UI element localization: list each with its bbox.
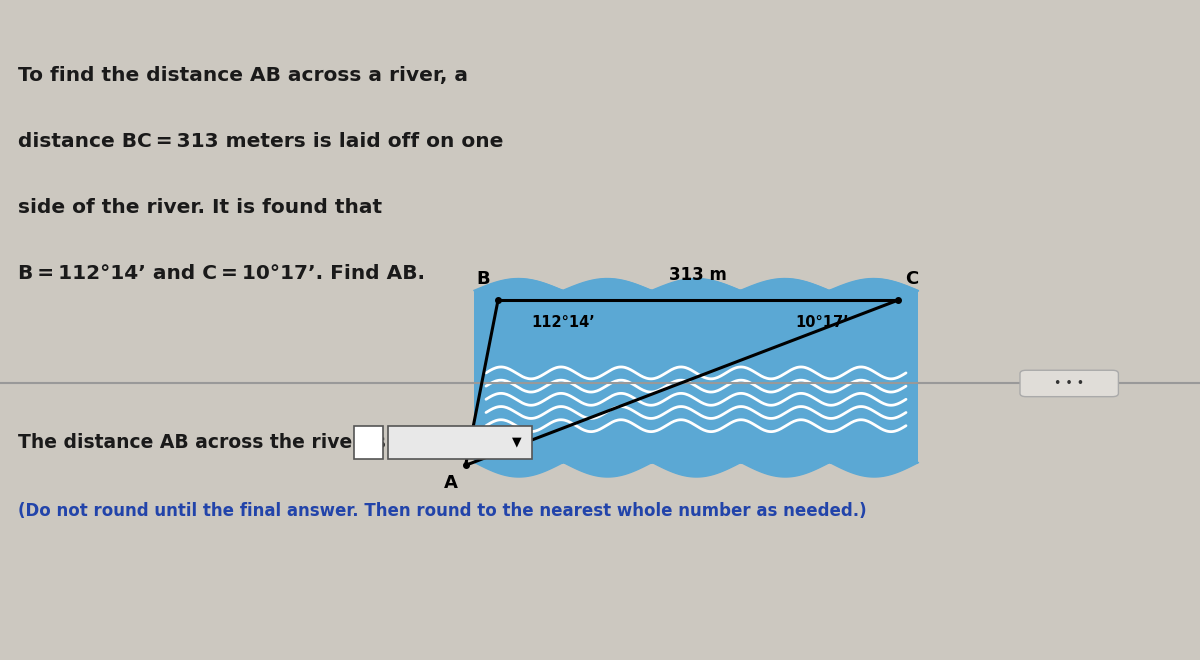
- Bar: [0, 383, 1200, 660]
- Text: The distance AB across the river is: The distance AB across the river is: [18, 433, 385, 451]
- Bar: [388, 426, 532, 459]
- Bar: [474, 290, 918, 462]
- Text: C: C: [905, 270, 919, 288]
- Text: 10°17’: 10°17’: [796, 315, 850, 330]
- Text: A: A: [444, 475, 458, 492]
- Text: (Do not round until the final answer. Then round to the nearest whole number as : (Do not round until the final answer. Th…: [18, 502, 866, 519]
- Text: ▼: ▼: [512, 436, 522, 449]
- Bar: [0, 0, 1200, 383]
- Text: To find the distance AB across a river, a: To find the distance AB across a river, …: [18, 66, 468, 85]
- Text: 112°14’: 112°14’: [532, 315, 595, 330]
- Bar: [354, 426, 383, 459]
- Text: • • •: • • •: [1054, 377, 1085, 390]
- Text: 313 m: 313 m: [668, 267, 727, 284]
- FancyBboxPatch shape: [1020, 370, 1118, 397]
- Text: B: B: [476, 270, 491, 288]
- Text: distance BC = 313 meters is laid off on one: distance BC = 313 meters is laid off on …: [18, 132, 503, 151]
- Text: side of the river. It is found that: side of the river. It is found that: [18, 198, 382, 217]
- Text: B = 112°14’ and C = 10°17’. Find AB.: B = 112°14’ and C = 10°17’. Find AB.: [18, 264, 425, 283]
